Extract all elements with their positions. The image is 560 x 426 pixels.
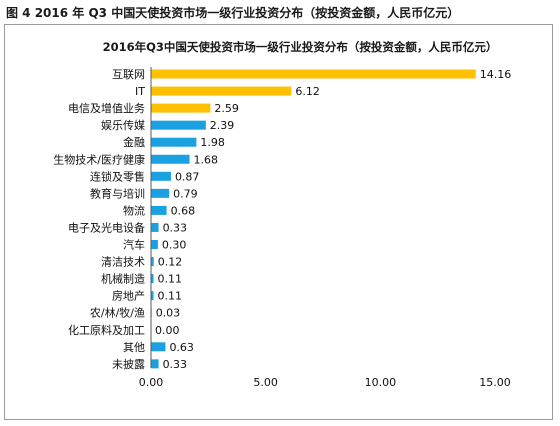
x-tick-label: 10.00 [365,376,397,389]
category-label: 化工原料及加工 [68,323,145,337]
category-label: 农/林/牧/渔 [90,306,145,320]
value-label: 1.68 [194,153,219,166]
bar [151,342,166,352]
bar [151,86,292,96]
category-label: 机械制造 [101,272,145,286]
category-label: 汽车 [123,238,145,252]
category-label: 其他 [123,341,145,354]
bar [151,222,159,232]
value-label: 0.33 [163,358,188,371]
bar [151,274,154,284]
value-label: 0.11 [158,273,183,286]
value-label: 0.79 [173,187,198,200]
value-label: 2.39 [210,119,235,132]
category-label: 电子及光电设备 [68,220,145,234]
bar [151,137,197,147]
value-label: 6.12 [295,85,320,98]
x-tick-label: 5.00 [253,376,278,389]
value-label: 0.03 [156,307,181,320]
value-label: 0.63 [169,341,194,354]
value-label: 0.87 [175,170,200,183]
category-label: 互联网 [112,68,145,81]
chart-title: 2016年Q3中国天使投资市场一级行业投资分布（按投资金额，人民币亿元） [102,40,498,54]
category-label: 物流 [123,203,145,217]
bar [151,120,206,130]
category-label: 电信及增值业务 [68,101,145,115]
value-label: 1.98 [200,136,225,149]
category-label: IT [135,85,145,98]
category-label: 教育与培训 [90,186,145,200]
bar [151,69,476,79]
figure-caption: 图 4 2016 年 Q3 中国天使投资市场一级行业投资分布（按投资金额，人民币… [6,6,460,20]
category-label: 娱乐传媒 [101,118,145,132]
category-label: 金融 [123,135,145,149]
bar [151,291,154,301]
bar [151,188,170,198]
bar [151,103,211,113]
value-label: 0.12 [158,256,183,269]
bar [151,359,159,369]
x-tick-label: 15.00 [479,376,511,389]
bar [151,257,154,267]
bar [151,154,190,164]
bar [151,240,158,249]
category-label: 房地产 [112,289,145,303]
chart-frame [4,24,553,420]
bar [151,171,171,181]
value-label: 0.33 [163,221,188,234]
x-tick-label: 0.00 [139,376,164,389]
value-label: 0.68 [171,204,196,217]
category-label: 连锁及零售 [90,169,145,183]
value-label: 0.11 [158,290,183,303]
category-label: 生物技术/医疗健康 [53,152,145,166]
value-label: 14.16 [480,68,512,81]
value-label: 0.30 [162,239,187,252]
category-label: 清洁技术 [101,256,145,269]
bar [151,205,167,215]
value-label: 0.00 [155,324,180,337]
value-label: 2.59 [214,102,239,115]
category-label: 未披露 [112,357,145,371]
